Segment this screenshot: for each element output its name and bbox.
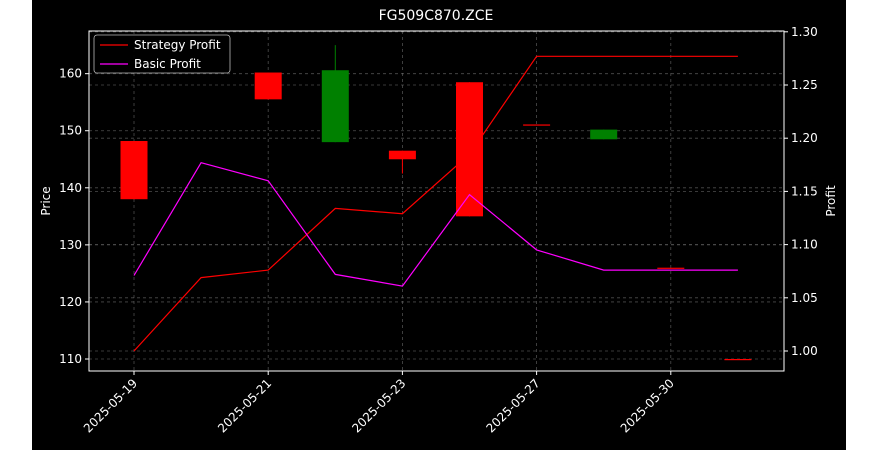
profit-line-strategy-profit bbox=[133, 55, 738, 352]
legend-label: Strategy Profit bbox=[134, 38, 221, 52]
y2-tick-label: 1.00 bbox=[791, 344, 818, 358]
x-tick-label: 2025-05-19 bbox=[81, 376, 140, 435]
candle-body bbox=[388, 150, 416, 160]
y-tick-label: 120 bbox=[59, 295, 82, 309]
y2-tick-label: 1.15 bbox=[791, 184, 818, 198]
profit-lines bbox=[133, 55, 738, 352]
grid bbox=[89, 31, 784, 371]
x-tick-label: 2025-05-30 bbox=[618, 376, 677, 435]
x-tick-label: 2025-05-21 bbox=[215, 376, 274, 435]
candle-body bbox=[657, 267, 685, 269]
legend: Strategy Profit Basic Profit bbox=[93, 34, 231, 74]
y2-tick-label: 1.30 bbox=[791, 25, 818, 39]
y2-tick-label: 1.25 bbox=[791, 78, 818, 92]
candle-body bbox=[120, 141, 148, 200]
y2-tick-label: 1.10 bbox=[791, 238, 818, 252]
axes: 2025-05-19 2025-05-21 2025-05-23 2025-05-27… bbox=[59, 25, 818, 436]
y2-tick-label: 1.05 bbox=[791, 291, 818, 305]
candles bbox=[120, 45, 752, 361]
candle-body bbox=[254, 72, 282, 100]
x-tick-label: 2025-05-23 bbox=[349, 376, 408, 435]
candle-body bbox=[321, 70, 349, 143]
candle-body bbox=[456, 82, 483, 217]
y-tick-label: 110 bbox=[59, 352, 82, 366]
profit-line-basic-profit bbox=[133, 162, 738, 287]
figure-background bbox=[32, 0, 846, 450]
y2-tick-label: 1.20 bbox=[791, 131, 818, 145]
x-tick-label: 2025-05-27 bbox=[484, 376, 543, 435]
plot-frame bbox=[88, 30, 785, 372]
chart-title: FG509C870.ZCE bbox=[379, 8, 494, 24]
y2-axis-title: Profit bbox=[824, 185, 838, 217]
y-tick-label: 150 bbox=[59, 124, 82, 138]
candle-body bbox=[523, 124, 551, 126]
candle-body bbox=[724, 359, 752, 361]
y-tick-label: 140 bbox=[59, 181, 82, 195]
candle-body bbox=[590, 129, 618, 140]
y-axis-title: Price bbox=[39, 186, 53, 215]
y-tick-label: 130 bbox=[59, 238, 82, 252]
legend-label: Basic Profit bbox=[134, 57, 201, 71]
y-tick-label: 160 bbox=[59, 67, 82, 81]
